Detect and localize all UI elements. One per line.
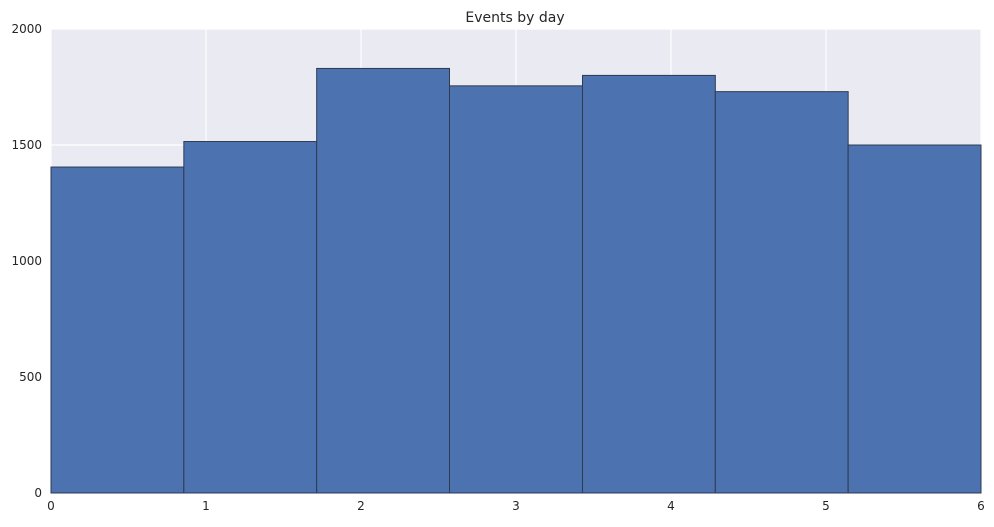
y-axis-ticks: 0 500 1000 1500 2000	[11, 22, 42, 500]
histogram-bar-1	[50, 166, 185, 494]
histogram-bar-2	[183, 141, 318, 494]
x-tick-label: 5	[822, 499, 830, 513]
y-tick-label: 1500	[11, 138, 42, 152]
y-tick-label: 2000	[11, 22, 42, 36]
y-tick-label: 1000	[11, 254, 42, 268]
histogram-bar-7	[847, 144, 982, 494]
x-tick-label: 6	[977, 499, 985, 513]
histogram-bar-3	[316, 67, 451, 494]
x-tick-label: 3	[512, 499, 520, 513]
histogram-bar-6	[714, 91, 849, 494]
y-tick-label: 0	[34, 486, 42, 500]
chart-title: Events by day	[465, 10, 564, 26]
x-tick-label: 2	[357, 499, 365, 513]
x-tick-label: 4	[667, 499, 675, 513]
histogram-bars	[50, 67, 982, 494]
x-tick-label: 1	[202, 499, 210, 513]
histogram-bar-4	[449, 85, 583, 494]
x-axis-ticks: 0 1 2 3 4 5 6	[47, 499, 985, 513]
y-tick-label: 500	[19, 370, 42, 384]
histogram-bar-5	[581, 74, 716, 494]
x-tick-label: 0	[47, 499, 55, 513]
